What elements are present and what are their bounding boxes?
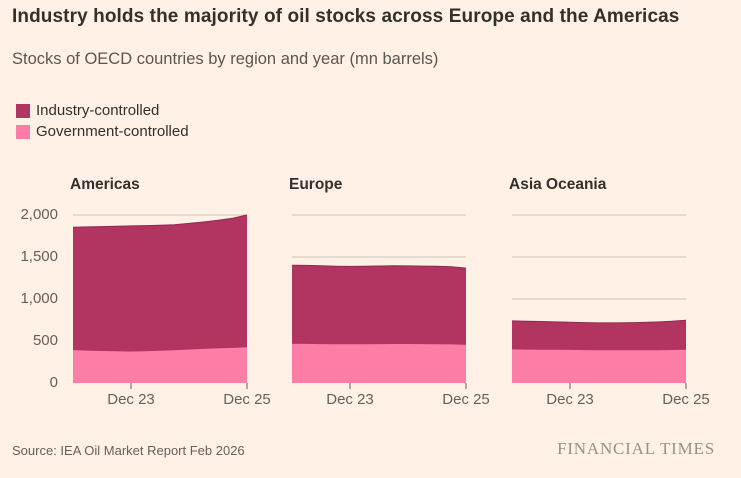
panel-plot-asia-oceania	[511, 214, 687, 389]
x-tick-label: Dec 23	[326, 391, 374, 408]
page-title: Industry holds the majority of oil stock…	[12, 6, 680, 27]
panel-plot-americas	[72, 214, 248, 389]
legend-label-government: Government-controlled	[36, 123, 189, 140]
panel-title-europe: Europe	[289, 176, 343, 193]
legend-item-industry: Industry-controlled	[16, 100, 189, 121]
x-tick-label: Dec 23	[107, 391, 155, 408]
x-tick-label: Dec 25	[442, 391, 490, 408]
y-tick-label: 0	[49, 374, 58, 391]
page-subtitle: Stocks of OECD countries by region and y…	[12, 50, 439, 68]
ft-logo: FINANCIAL TIMES	[557, 439, 715, 458]
legend-swatch-industry-icon	[16, 103, 30, 118]
legend-swatch-government-icon	[16, 124, 30, 139]
panel-europe: Europe Dec 23 Dec 25	[289, 172, 490, 422]
x-tick-label: Dec 23	[546, 391, 594, 408]
panel-plot-europe	[291, 214, 467, 389]
y-tick-label: 1,500	[20, 248, 58, 265]
panel-americas: Americas Dec 23 Dec 25	[70, 172, 271, 422]
legend: Industry-controlled Government-controlle…	[16, 100, 189, 142]
x-tick-label: Dec 25	[662, 391, 710, 408]
legend-item-government: Government-controlled	[16, 121, 189, 142]
panel-title-americas: Americas	[70, 176, 140, 193]
source-note: Source: IEA Oil Market Report Feb 2026	[12, 443, 245, 458]
panel-title-asia-oceania: Asia Oceania	[509, 176, 607, 193]
panel-asia-oceania: Asia Oceania Dec 23 Dec 25	[509, 172, 710, 422]
y-tick-label: 500	[32, 332, 58, 349]
x-tick-label: Dec 25	[223, 391, 271, 408]
y-tick-label: 1,000	[20, 290, 58, 307]
legend-label-industry: Industry-controlled	[36, 102, 160, 119]
y-tick-label: 2,000	[20, 206, 58, 223]
